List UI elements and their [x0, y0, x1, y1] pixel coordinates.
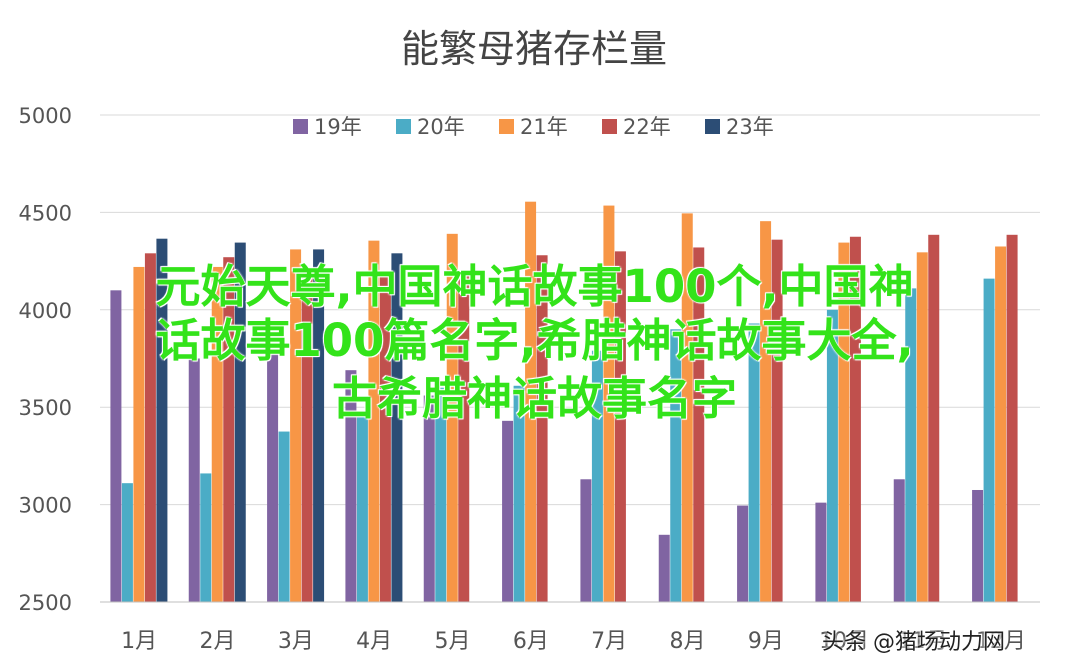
- bar: [368, 240, 380, 602]
- legend-label: 23年: [726, 115, 774, 139]
- bar: [223, 257, 235, 602]
- bar: [603, 205, 615, 602]
- bar: [301, 274, 313, 602]
- x-tick-label: 2月: [200, 629, 236, 654]
- x-tick-label: 5月: [435, 629, 471, 654]
- bar: [278, 431, 290, 602]
- bar: [502, 420, 514, 602]
- bar: [591, 350, 603, 602]
- bar: [211, 266, 223, 602]
- bar: [379, 272, 391, 602]
- x-tick-label: 8月: [670, 629, 706, 654]
- legend-label: 19年: [314, 115, 362, 139]
- chart-title: 能繁母猪存栏量: [401, 27, 667, 71]
- bar: [110, 290, 122, 602]
- legend-swatch: [293, 119, 308, 134]
- bar: [200, 473, 212, 602]
- bar: [290, 249, 302, 603]
- bar: [748, 323, 760, 602]
- bar: [513, 385, 525, 602]
- bar: [771, 239, 783, 602]
- legend-label: 20年: [417, 115, 465, 139]
- bar: [905, 288, 917, 602]
- bar: [345, 370, 357, 602]
- bar: [681, 213, 693, 602]
- x-tick-label: 3月: [278, 629, 314, 654]
- bar: [670, 329, 682, 602]
- bar: [1006, 234, 1018, 602]
- x-tick-label: 11月: [898, 629, 948, 654]
- y-tick-label: 3500: [19, 396, 72, 420]
- bar: [156, 238, 168, 602]
- bar: [928, 234, 940, 602]
- bar: [458, 273, 470, 602]
- legend-swatch: [602, 119, 617, 134]
- y-tick-label: 3000: [19, 494, 72, 518]
- bar: [916, 252, 928, 603]
- bar: [234, 242, 246, 602]
- x-tick-label: 6月: [513, 629, 549, 654]
- bar: [826, 309, 838, 602]
- bar: [313, 249, 325, 603]
- bar: [983, 278, 995, 602]
- x-tick-label: 10月: [819, 629, 869, 654]
- x-tick-label: 1月: [121, 629, 157, 654]
- legend-label: 22年: [623, 115, 671, 139]
- bar: [658, 534, 670, 602]
- bar: [815, 502, 827, 602]
- bar: [391, 253, 403, 603]
- x-tick-label: 4月: [356, 629, 392, 654]
- legend-label: 21年: [520, 115, 568, 139]
- y-tick-label: 2500: [19, 591, 72, 615]
- bar: [144, 253, 156, 603]
- legend-swatch: [499, 119, 514, 134]
- bar: [435, 387, 447, 602]
- bar: [893, 479, 905, 602]
- y-tick-label: 4000: [19, 299, 72, 323]
- bar: [849, 236, 861, 602]
- x-tick-label: 12月: [976, 629, 1026, 654]
- bar: [838, 242, 850, 602]
- bar: [188, 358, 200, 602]
- bar: [995, 246, 1007, 603]
- bar: [737, 505, 749, 602]
- bar: [267, 350, 279, 602]
- watermark-text: 头条 @猪场动力网: [822, 630, 1005, 655]
- bar: [525, 201, 537, 602]
- bar: [972, 489, 984, 602]
- y-tick-label: 5000: [19, 104, 72, 128]
- x-tick-label: 9月: [748, 629, 784, 654]
- bar: [121, 483, 133, 602]
- bar: [356, 411, 368, 602]
- bar: [760, 221, 772, 602]
- y-tick-label: 4500: [19, 201, 72, 225]
- bar: [693, 247, 705, 603]
- x-tick-label: 7月: [591, 629, 627, 654]
- bar: [133, 266, 145, 602]
- legend-swatch: [705, 119, 720, 134]
- bar: [423, 395, 435, 602]
- bar: [614, 251, 626, 603]
- bar: [536, 255, 548, 603]
- bar: [446, 233, 458, 602]
- bar: [580, 479, 592, 602]
- legend-swatch: [396, 119, 411, 134]
